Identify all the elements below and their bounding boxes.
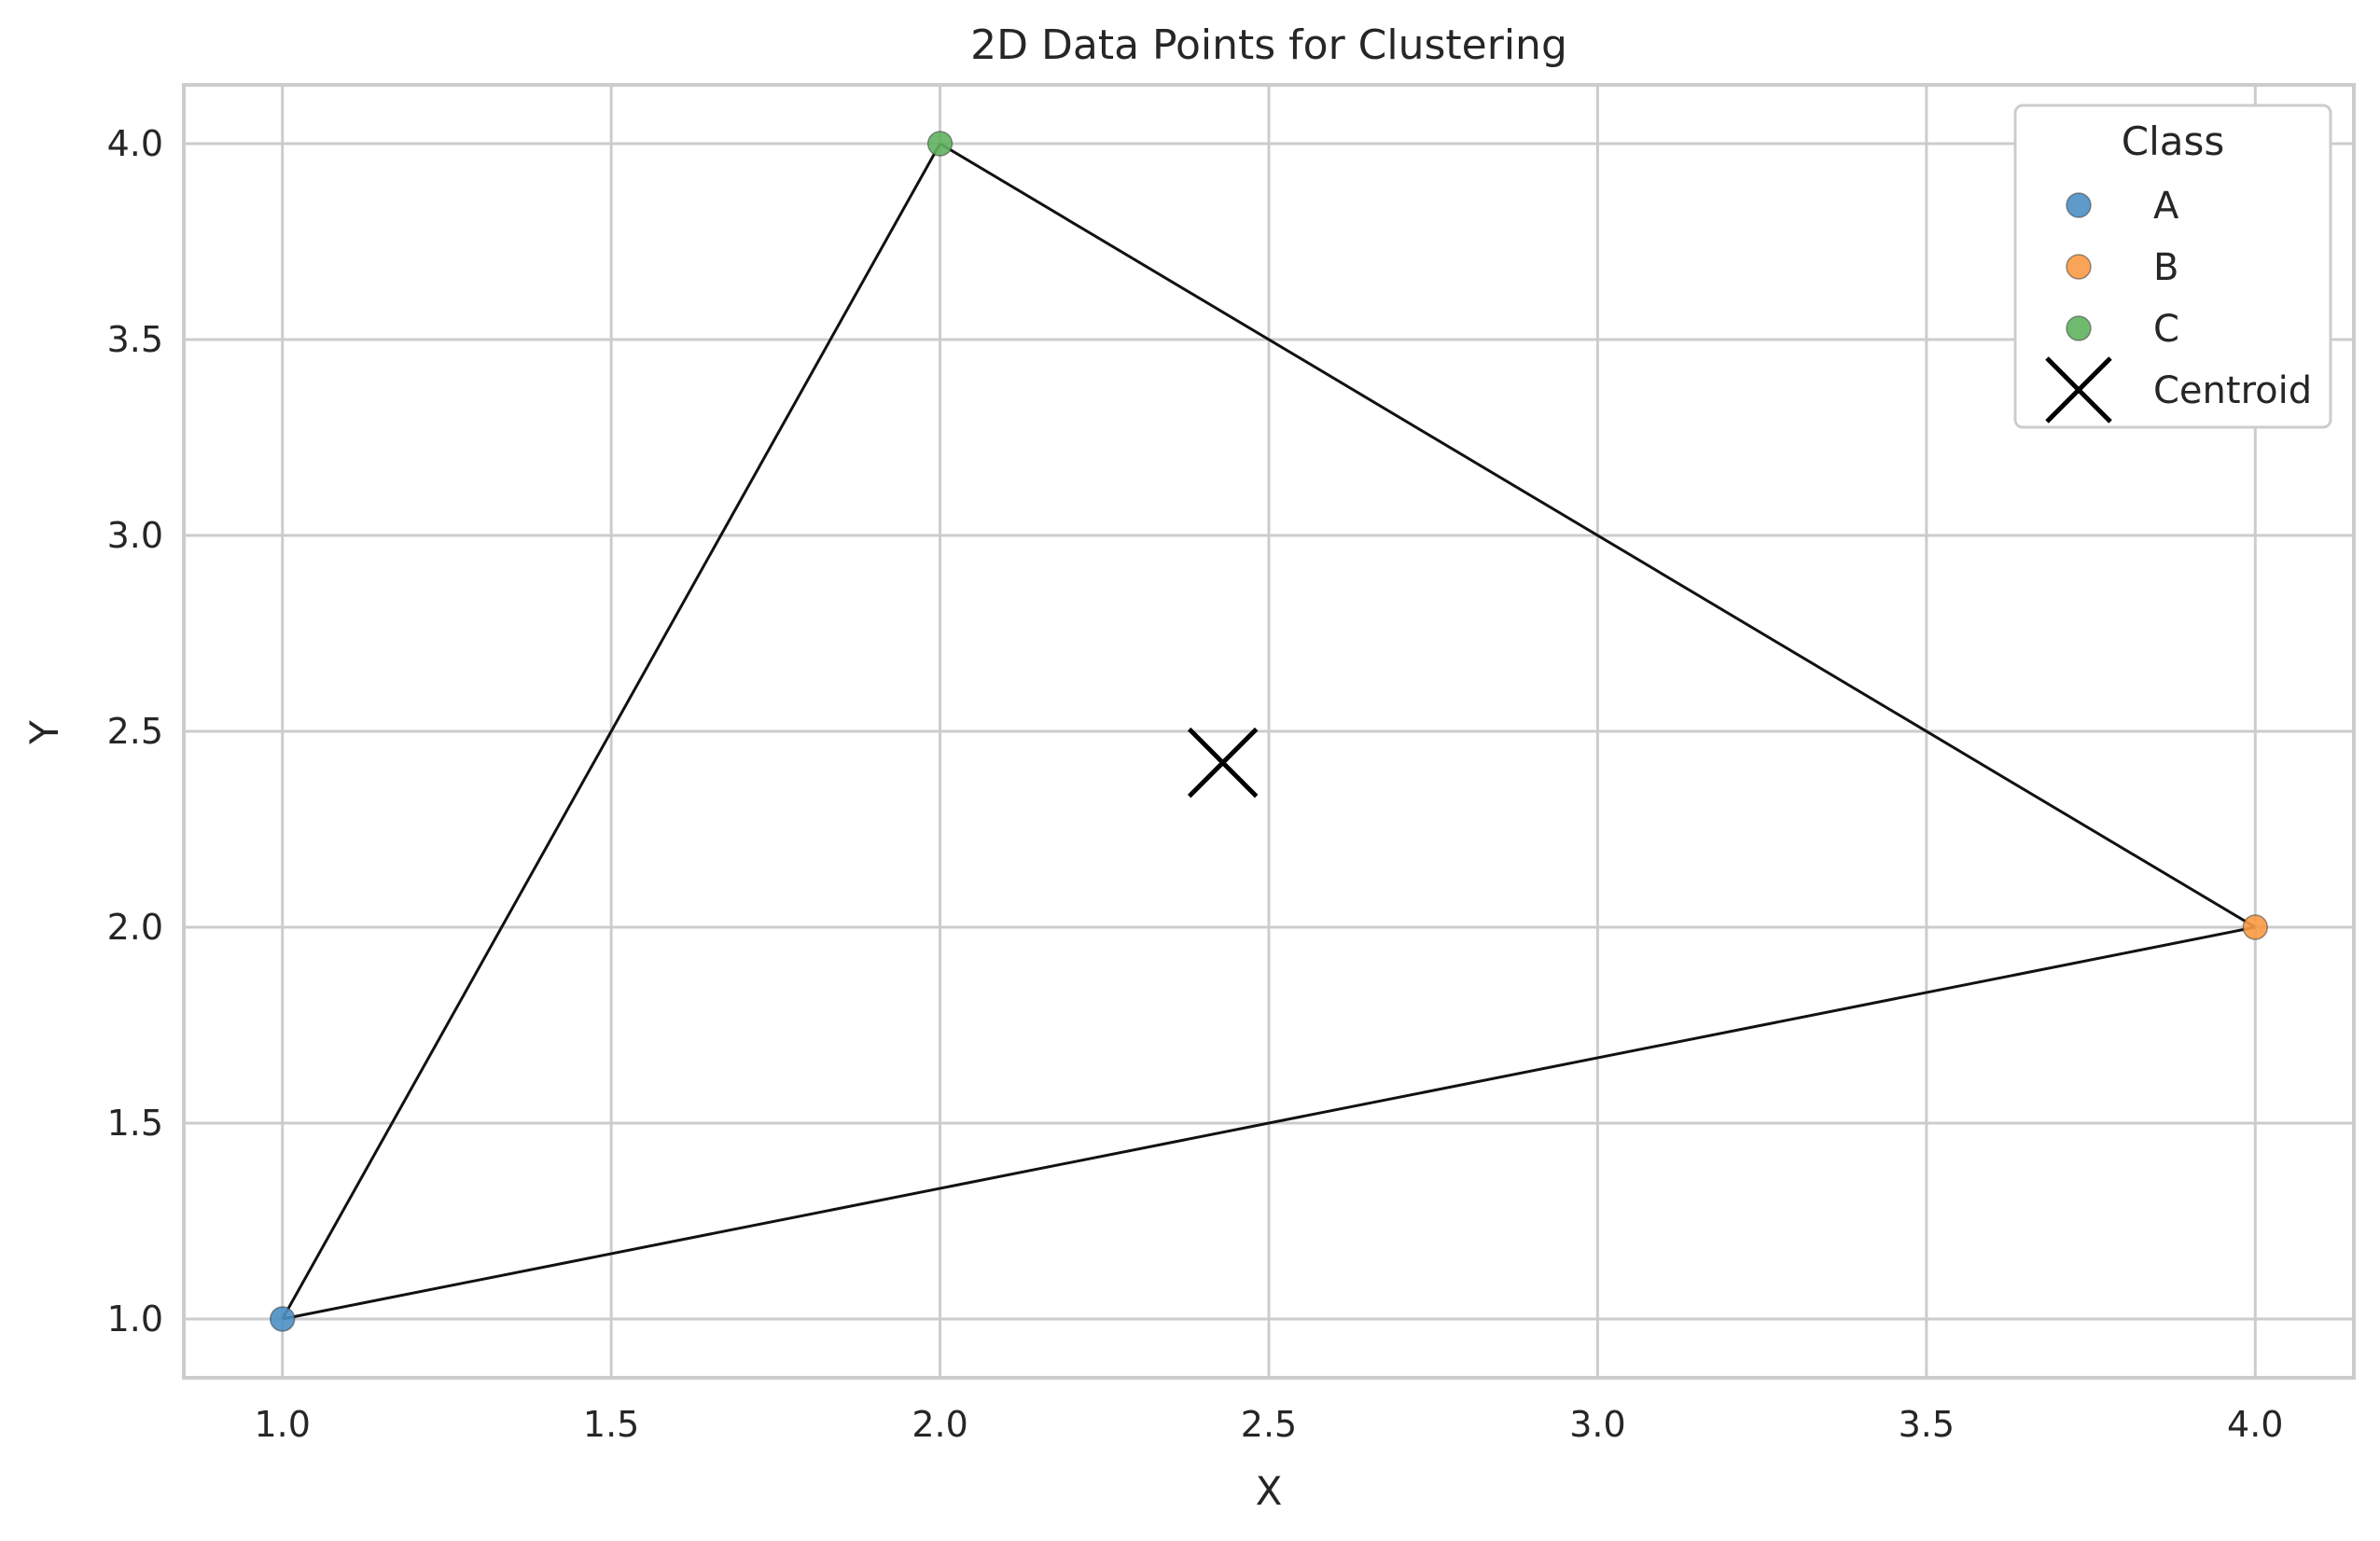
data-point-b bbox=[2242, 914, 2269, 940]
y-tick-label: 2.5 bbox=[107, 711, 163, 752]
legend: Class ABC Centroid bbox=[2013, 104, 2332, 429]
y-axis-label: Y bbox=[21, 720, 67, 745]
legend-entries: ABC Centroid bbox=[2045, 185, 2312, 423]
y-tick-label: 1.0 bbox=[107, 1298, 163, 1340]
centroid-stroke bbox=[1187, 727, 1259, 798]
legend-box bbox=[2013, 104, 2332, 429]
y-tick-label: 3.0 bbox=[107, 515, 163, 556]
grid-lines bbox=[184, 85, 2354, 1378]
data-points bbox=[269, 131, 2269, 1332]
legend-label-a: A bbox=[2153, 185, 2179, 228]
legend-label-centroid: Centroid bbox=[2153, 369, 2312, 412]
plot-frame bbox=[182, 83, 2356, 1380]
x-tick-label: 4.0 bbox=[2227, 1404, 2283, 1445]
y-tick-label: 1.5 bbox=[107, 1103, 163, 1144]
legend-label-b: B bbox=[2153, 246, 2178, 289]
x-tick-label: 2.5 bbox=[1241, 1404, 1297, 1445]
x-tick-label: 2.0 bbox=[912, 1404, 967, 1445]
y-tick-label: 4.0 bbox=[107, 123, 163, 164]
chart-title: 2D Data Points for Clustering bbox=[970, 21, 1567, 69]
y-tick-labels: 1.0 1.5 2.0 2.5 3.0 3.5 4.0 bbox=[107, 123, 163, 1340]
x-tick-label: 3.0 bbox=[1569, 1404, 1625, 1445]
legend-title: Class bbox=[2122, 118, 2225, 164]
x-tick-labels: 1.0 1.5 2.0 2.5 3.0 3.5 4.0 bbox=[255, 1404, 2284, 1445]
y-tick-label: 2.0 bbox=[107, 907, 163, 948]
x-tick-label: 1.5 bbox=[583, 1404, 639, 1445]
x-axis-label: X bbox=[1256, 1468, 1283, 1514]
x-tick-label: 1.0 bbox=[255, 1404, 311, 1445]
triangle-lines bbox=[281, 142, 2257, 1321]
data-point-a bbox=[269, 1306, 296, 1332]
plot-border bbox=[182, 83, 2356, 1380]
legend-marker-b bbox=[2066, 254, 2092, 280]
centroid-marker bbox=[1187, 727, 1259, 798]
x-tick-label: 3.5 bbox=[1899, 1404, 1955, 1445]
legend-centroid-icon bbox=[2045, 356, 2112, 423]
legend-label-c: C bbox=[2153, 308, 2179, 351]
triangle-edge bbox=[282, 925, 2256, 1321]
triangle-edge bbox=[281, 143, 941, 1320]
data-point-c bbox=[926, 131, 953, 157]
triangle-edge bbox=[939, 142, 2257, 929]
y-tick-label: 3.5 bbox=[107, 319, 163, 360]
legend-marker-a bbox=[2066, 192, 2092, 218]
legend-marker-c bbox=[2066, 315, 2092, 341]
